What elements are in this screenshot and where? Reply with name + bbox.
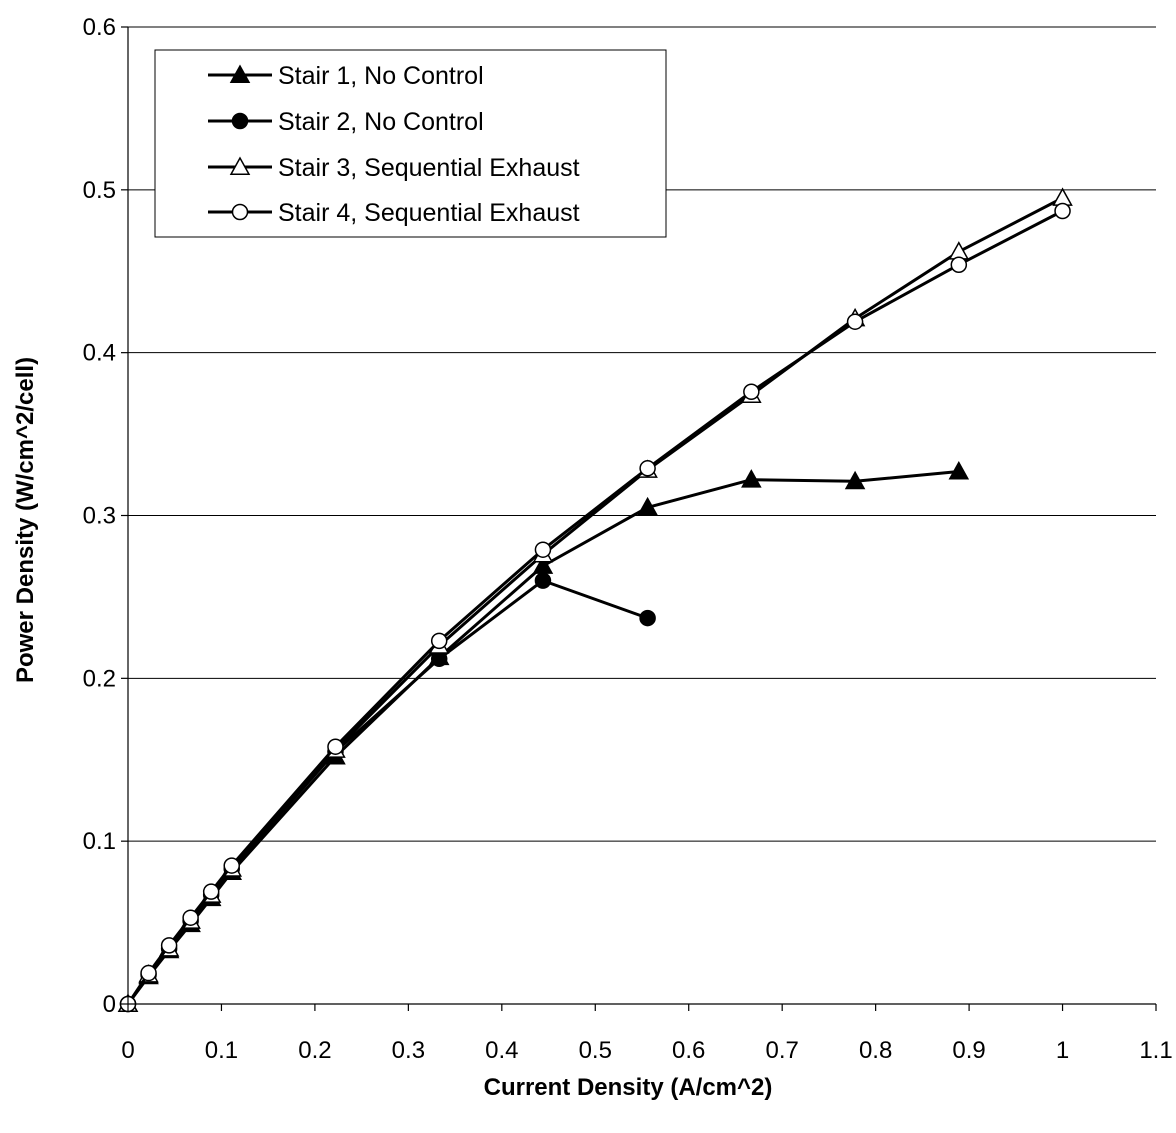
y-tick-labels: 0 0.1 0.2 0.3 0.4 0.5 0.6 [83, 14, 116, 1018]
data-point [846, 313, 864, 330]
legend-swatch-marker [231, 203, 249, 221]
data-point [160, 937, 178, 954]
legend-entry-2: Stair 2, No Control [208, 108, 484, 136]
series-layer [117, 187, 1073, 1013]
series-line [126, 209, 1064, 1005]
y-tick-label: 0.1 [83, 828, 116, 855]
series-line [126, 196, 1064, 1005]
legend-label: Stair 1, No Control [278, 62, 484, 90]
data-point [430, 632, 448, 650]
data-point [948, 241, 970, 260]
data-point [844, 470, 866, 490]
legend-label: Stair 3, Sequential Exhaust [278, 154, 580, 182]
x-tick-label: 0.9 [952, 1037, 985, 1064]
x-tick-label: 0.2 [298, 1037, 331, 1064]
x-tick-label: 0.8 [859, 1037, 892, 1064]
data-point [223, 857, 240, 874]
data-point [948, 460, 970, 480]
axes [121, 26, 1157, 1011]
x-tick-label: 1 [1056, 1037, 1069, 1064]
x-axis-title: Current Density (A/cm^2) [484, 1074, 773, 1101]
legend-swatch-marker [229, 156, 251, 175]
data-point [140, 964, 157, 982]
series-4 [119, 202, 1071, 1013]
x-tick-label: 0.3 [392, 1037, 425, 1064]
data-point [202, 883, 220, 900]
data-point [639, 460, 656, 477]
series-2 [119, 572, 656, 1013]
x-tick-labels: 0 0.1 0.2 0.3 0.4 0.5 0.6 0.7 0.8 0.9 1 1.1 [121, 1037, 1172, 1064]
data-point [534, 572, 552, 589]
y-tick-label: 0.2 [83, 665, 116, 692]
y-tick-label: 0.4 [83, 340, 116, 367]
y-tick-label: 0.5 [83, 177, 116, 204]
data-point [950, 256, 968, 273]
data-point [741, 469, 762, 488]
y-tick-label: 0.6 [83, 14, 116, 41]
data-point [743, 383, 760, 400]
legend-entry-1: Stair 1, No Control [208, 62, 484, 90]
x-tick-label: 0.1 [205, 1037, 238, 1064]
legend-label: Stair 2, No Control [278, 108, 484, 136]
y-axis-title: Power Density (W/cm^2/cell) [12, 357, 39, 683]
data-point [182, 909, 199, 926]
y-tick-label: 0.3 [83, 503, 116, 530]
legend-entry-3: Stair 3, Sequential Exhaust [208, 154, 580, 182]
x-tick-label: 0.4 [485, 1037, 518, 1064]
legend: Stair 1, No Control Stair 2, No Control St… [154, 49, 667, 238]
data-point [1052, 187, 1073, 206]
legend-label: Stair 4, Sequential Exhaust [278, 199, 580, 227]
data-point [534, 541, 552, 558]
x-tick-label: 0 [121, 1037, 134, 1064]
legend-swatch-marker [229, 64, 251, 83]
data-point [637, 496, 658, 516]
x-tick-label: 1.1 [1139, 1037, 1172, 1064]
data-point [1054, 202, 1071, 220]
x-tick-label: 0.5 [579, 1037, 612, 1064]
data-point [639, 609, 656, 627]
x-tick-label: 0.7 [765, 1037, 798, 1064]
y-tick-label: 0 [103, 991, 116, 1018]
legend-swatch-marker [231, 112, 249, 130]
data-point [327, 738, 344, 755]
series-line [126, 579, 649, 1005]
x-tick-label: 0.6 [672, 1037, 705, 1064]
legend-entry-4: Stair 4, Sequential Exhaust [208, 199, 580, 227]
